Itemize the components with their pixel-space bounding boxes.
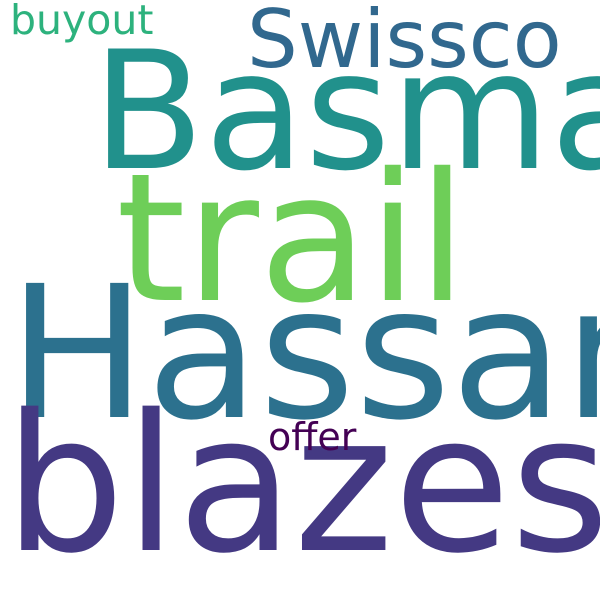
word-swissco: Swissco — [247, 0, 562, 86]
word-basma: Basma — [92, 16, 600, 207]
word-offer: offer — [268, 415, 357, 459]
word-trail: trail — [116, 135, 467, 342]
word-blazes: blazes — [4, 374, 600, 595]
word-buyout: buyout — [10, 0, 154, 44]
word-hassan: Hassan — [8, 247, 600, 461]
